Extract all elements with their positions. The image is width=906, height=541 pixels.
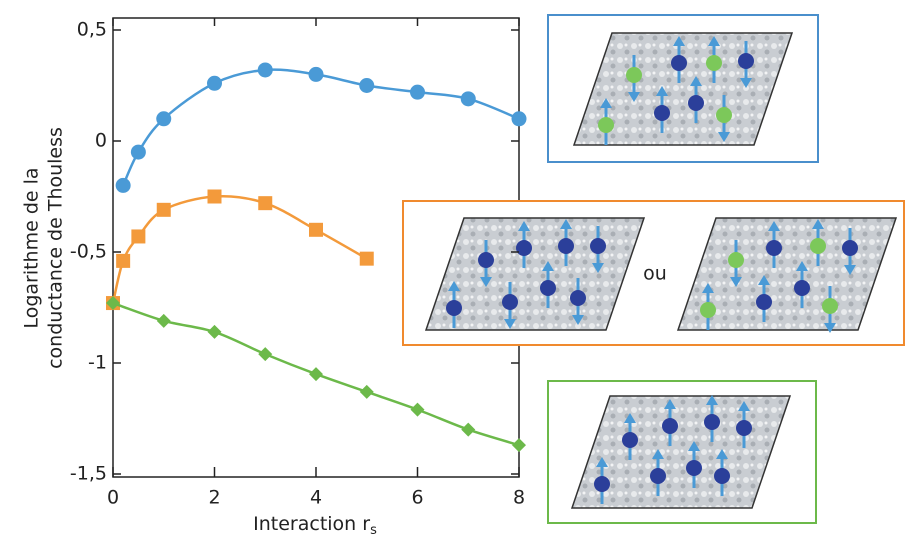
particle bbox=[822, 298, 838, 314]
marker bbox=[258, 196, 272, 210]
particle bbox=[706, 55, 722, 71]
particle bbox=[728, 252, 744, 268]
y-tick-label: -0,5 bbox=[70, 241, 107, 263]
particle bbox=[756, 294, 772, 310]
y-axis-label: Logarithme de la bbox=[21, 167, 43, 328]
particle bbox=[502, 294, 518, 310]
marker bbox=[131, 229, 145, 243]
illustration bbox=[426, 218, 644, 330]
marker bbox=[309, 67, 324, 82]
particle bbox=[540, 280, 556, 296]
illustration bbox=[678, 218, 896, 333]
particle bbox=[688, 95, 704, 111]
illustration bbox=[572, 395, 790, 508]
particle bbox=[662, 418, 678, 434]
marker bbox=[410, 85, 425, 100]
marker bbox=[512, 438, 526, 452]
marker bbox=[360, 385, 374, 399]
marker bbox=[116, 178, 131, 193]
x-tick-label: 6 bbox=[411, 487, 423, 509]
particle bbox=[598, 117, 614, 133]
particle bbox=[650, 468, 666, 484]
particle bbox=[622, 432, 638, 448]
y-tick-label: 0,5 bbox=[77, 19, 107, 41]
particle bbox=[794, 280, 810, 296]
particle bbox=[590, 238, 606, 254]
marker bbox=[461, 91, 476, 106]
particle bbox=[594, 476, 610, 492]
x-tick-label: 2 bbox=[208, 487, 220, 509]
marker bbox=[309, 223, 323, 237]
marker bbox=[258, 62, 273, 77]
marker bbox=[360, 252, 374, 266]
fit-line bbox=[113, 196, 367, 303]
particle bbox=[736, 420, 752, 436]
x-tick-label: 0 bbox=[107, 487, 119, 509]
particle bbox=[738, 53, 754, 69]
marker bbox=[411, 403, 425, 417]
marker bbox=[359, 78, 374, 93]
particle bbox=[570, 290, 586, 306]
illustration bbox=[574, 33, 792, 145]
marker bbox=[208, 190, 222, 204]
particle bbox=[810, 238, 826, 254]
particle bbox=[716, 107, 732, 123]
marker bbox=[512, 111, 527, 126]
particle bbox=[700, 302, 716, 318]
y-tick-label: -1 bbox=[88, 352, 107, 374]
particle bbox=[516, 240, 532, 256]
marker bbox=[157, 314, 171, 328]
particle bbox=[686, 460, 702, 476]
particle bbox=[654, 105, 670, 121]
x-tick-label: 8 bbox=[513, 487, 525, 509]
marker bbox=[131, 145, 146, 160]
y-axis-label: conductance de Thouless bbox=[45, 127, 67, 369]
particle bbox=[704, 414, 720, 430]
particle bbox=[714, 468, 730, 484]
particle bbox=[446, 300, 462, 316]
y-tick-label: -1,5 bbox=[70, 463, 107, 485]
marker bbox=[156, 111, 171, 126]
fit-line bbox=[123, 70, 519, 186]
inset-label: ou bbox=[643, 263, 667, 285]
particle bbox=[558, 238, 574, 254]
particle bbox=[671, 55, 687, 71]
marker bbox=[309, 367, 323, 381]
marker bbox=[207, 76, 222, 91]
marker bbox=[208, 325, 222, 339]
particle bbox=[478, 252, 494, 268]
x-tick-label: 4 bbox=[310, 487, 322, 509]
particle bbox=[842, 240, 858, 256]
particle bbox=[626, 67, 642, 83]
marker bbox=[157, 203, 171, 217]
x-axis-label: Interaction rs bbox=[253, 513, 377, 538]
marker bbox=[461, 423, 475, 437]
chart: Interaction rs Logarithme de la conducta… bbox=[0, 0, 906, 537]
y-tick-label: 0 bbox=[95, 130, 107, 152]
marker bbox=[258, 347, 272, 361]
marker bbox=[116, 254, 130, 268]
particle bbox=[766, 240, 782, 256]
